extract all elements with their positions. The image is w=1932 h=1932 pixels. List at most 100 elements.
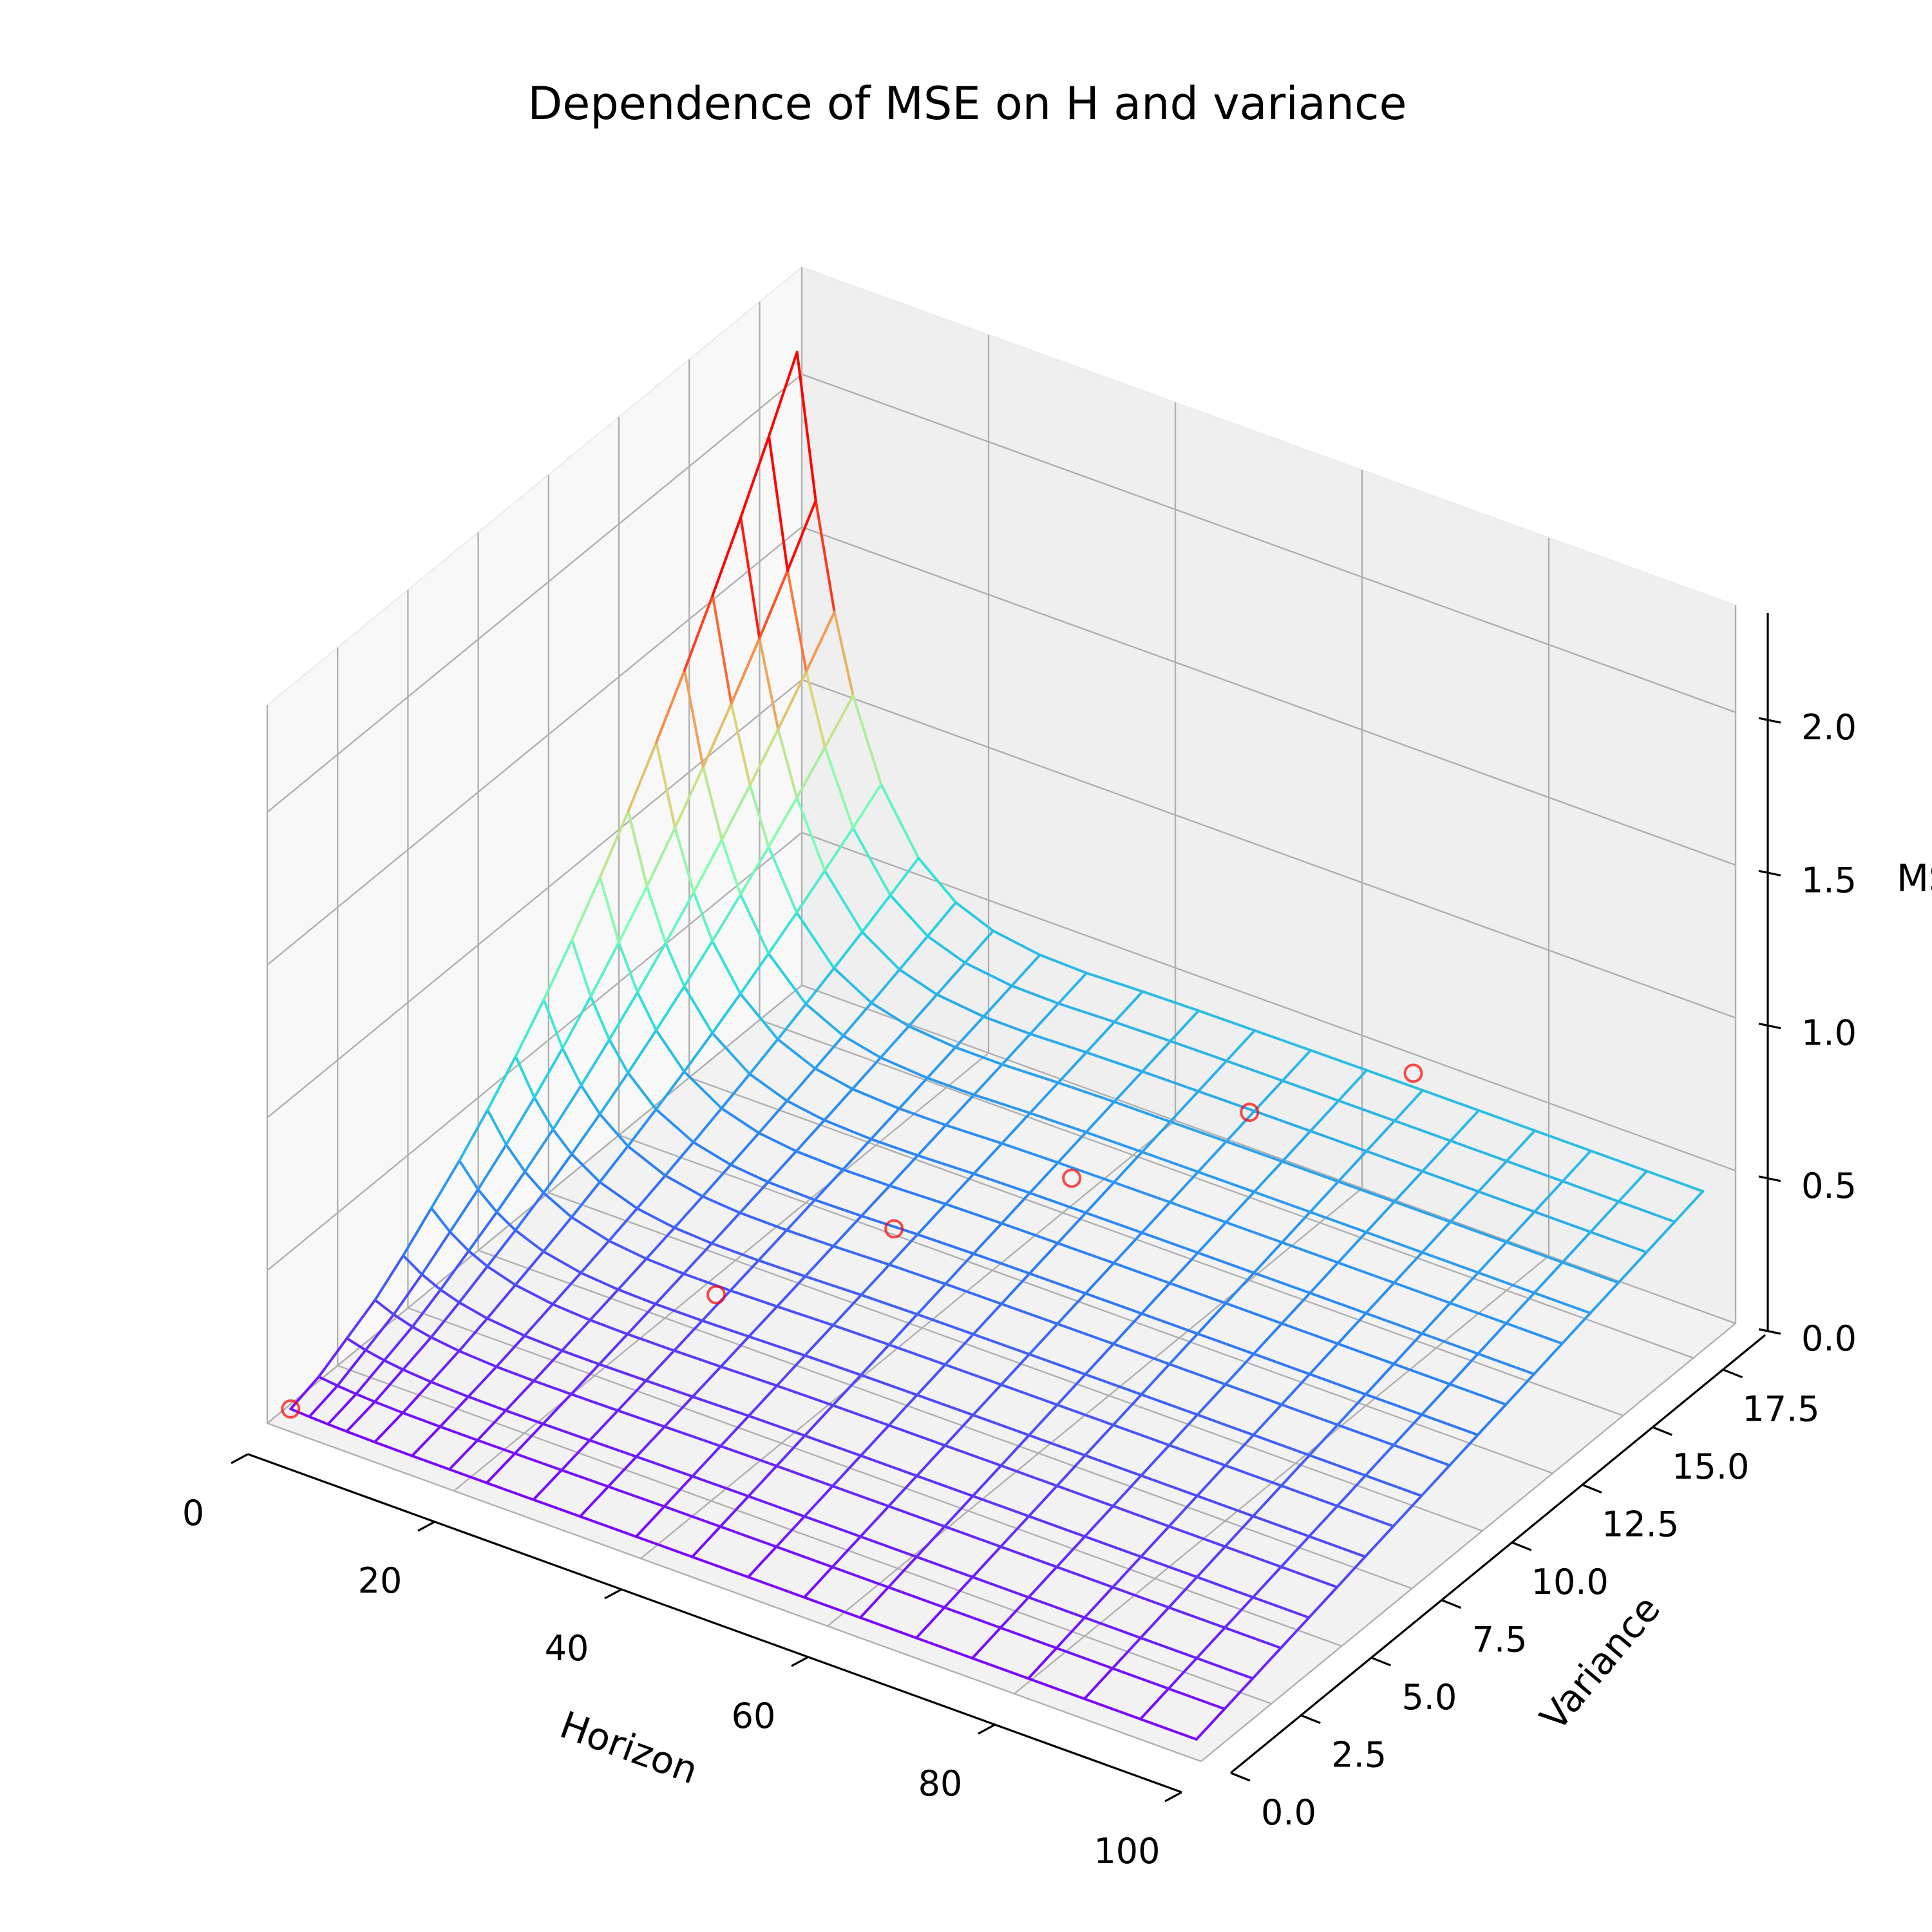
surface-line-variance (1195, 1707, 1226, 1741)
surface-line-variance (1140, 1282, 1171, 1315)
scatter-point (1403, 1063, 1423, 1083)
surface-line-variance (627, 1108, 658, 1148)
surface-line-horizon (944, 1202, 1003, 1225)
surface-line-horizon (1253, 1110, 1312, 1133)
surface-line-variance (719, 1495, 750, 1528)
grid-line-z-back (801, 831, 1736, 1171)
surface-line-horizon (1280, 1241, 1340, 1264)
surface-line-horizon (1168, 1525, 1227, 1548)
surface-line-variance (824, 694, 855, 749)
surface-line-variance (1365, 1119, 1396, 1153)
surface-line-variance (1617, 1170, 1649, 1203)
surface-line-horizon (1645, 1170, 1705, 1193)
surface-line-variance (803, 1484, 834, 1518)
surface-line-variance (1308, 1423, 1339, 1457)
surface-line-horizon (589, 995, 611, 1041)
surface-line-variance (560, 1318, 592, 1352)
y-tick-mark (1300, 1714, 1321, 1725)
surface-line-horizon (1055, 1647, 1114, 1670)
surface-line-variance (1195, 1626, 1226, 1660)
surface-line-horizon (1169, 1120, 1228, 1143)
grid-line-z-left (267, 374, 802, 813)
surface-line-horizon (1141, 1070, 1200, 1093)
surface-line-horizon (1308, 1454, 1367, 1477)
surface-line-horizon (439, 1425, 479, 1442)
surface-line-variance (1309, 1099, 1340, 1133)
surface-line-horizon (1168, 1363, 1227, 1386)
surface-line-horizon (551, 1303, 592, 1321)
surface-line-horizon (1252, 1352, 1311, 1376)
surface-line-horizon (627, 810, 649, 888)
surface-line-horizon (1224, 1383, 1283, 1406)
surface-line-variance (401, 1380, 433, 1414)
surface-line-horizon (972, 1252, 1031, 1275)
surface-line-horizon (831, 1323, 891, 1346)
surface-line-variance (617, 885, 649, 944)
surface-line-variance (1224, 1352, 1255, 1386)
surface-line-horizon (1027, 1677, 1086, 1700)
surface-line-horizon (758, 637, 780, 731)
surface-line-variance (1504, 1372, 1536, 1406)
surface-line-variance (542, 1153, 573, 1195)
surface-line-variance (1027, 1403, 1059, 1437)
x-tick-label: 0 (182, 1493, 204, 1533)
grid-line-y-floor (548, 1191, 1483, 1532)
surface-line-horizon (513, 1452, 563, 1472)
surface-line-variance (944, 1094, 976, 1127)
surface-line-horizon (1280, 1566, 1339, 1589)
surface-line-horizon (719, 1525, 778, 1548)
surface-line-variance (1197, 1221, 1227, 1255)
surface-line-variance (495, 1170, 527, 1214)
surface-line-variance (1393, 1089, 1425, 1122)
surface-wireframe (289, 350, 1705, 1741)
surface-line-variance (747, 1305, 779, 1338)
surface-line-horizon (1139, 1718, 1198, 1741)
surface-line-variance (401, 1336, 433, 1371)
surface-line-horizon (859, 1535, 918, 1558)
surface-line-horizon (421, 1273, 442, 1291)
surface-line-horizon (1336, 1423, 1395, 1446)
surface-line-horizon (954, 901, 995, 933)
surface-line-horizon (917, 857, 958, 904)
surface-line-variance (636, 942, 667, 994)
surface-line-variance (869, 1107, 901, 1141)
scatter-point (281, 1399, 301, 1419)
surface-line-horizon (1251, 1515, 1311, 1538)
surface-line-horizon (570, 1216, 611, 1242)
surface-line-variance (1083, 1423, 1115, 1457)
surface-line-horizon (1224, 1464, 1283, 1487)
surface-line-horizon (887, 1424, 947, 1447)
surface-line-horizon (663, 1425, 722, 1448)
surface-line-variance (569, 1363, 601, 1396)
surface-line-horizon (691, 1395, 750, 1417)
surface-line-horizon (880, 782, 920, 860)
surface-line-variance (1504, 1291, 1536, 1325)
surface-line-variance (1224, 1190, 1256, 1224)
surface-line-horizon (729, 1163, 770, 1184)
surface-line-horizon (1224, 1221, 1283, 1244)
surface-line-variance (616, 1379, 648, 1412)
surface-line-horizon (748, 1072, 789, 1103)
surface-line-variance (673, 1195, 704, 1229)
surface-line-variance (1223, 1596, 1255, 1629)
surface-line-variance (1112, 1393, 1143, 1426)
surface-line-variance (739, 845, 770, 896)
surface-line-horizon (692, 891, 714, 943)
surface-line-horizon (1195, 1494, 1255, 1518)
surface-line-variance (645, 826, 677, 888)
surface-line-variance (1449, 1190, 1480, 1224)
surface-line-variance (1392, 1332, 1424, 1365)
surface-line-variance (1056, 1211, 1088, 1245)
surface-line-variance (373, 1411, 404, 1444)
surface-line-variance (486, 1283, 517, 1320)
surface-line-horizon (1112, 1423, 1171, 1447)
surface-line-variance (888, 1233, 919, 1266)
surface-line-horizon (1280, 1322, 1340, 1345)
y-tick-mark (1230, 1772, 1251, 1782)
surface-line-horizon (757, 1132, 798, 1153)
surface-line-horizon (1393, 1200, 1452, 1224)
surface-line-variance (971, 1383, 1003, 1417)
z-tick-mark (1758, 1175, 1781, 1182)
surface-line-horizon (775, 1545, 834, 1569)
surface-line-variance (757, 1099, 789, 1135)
